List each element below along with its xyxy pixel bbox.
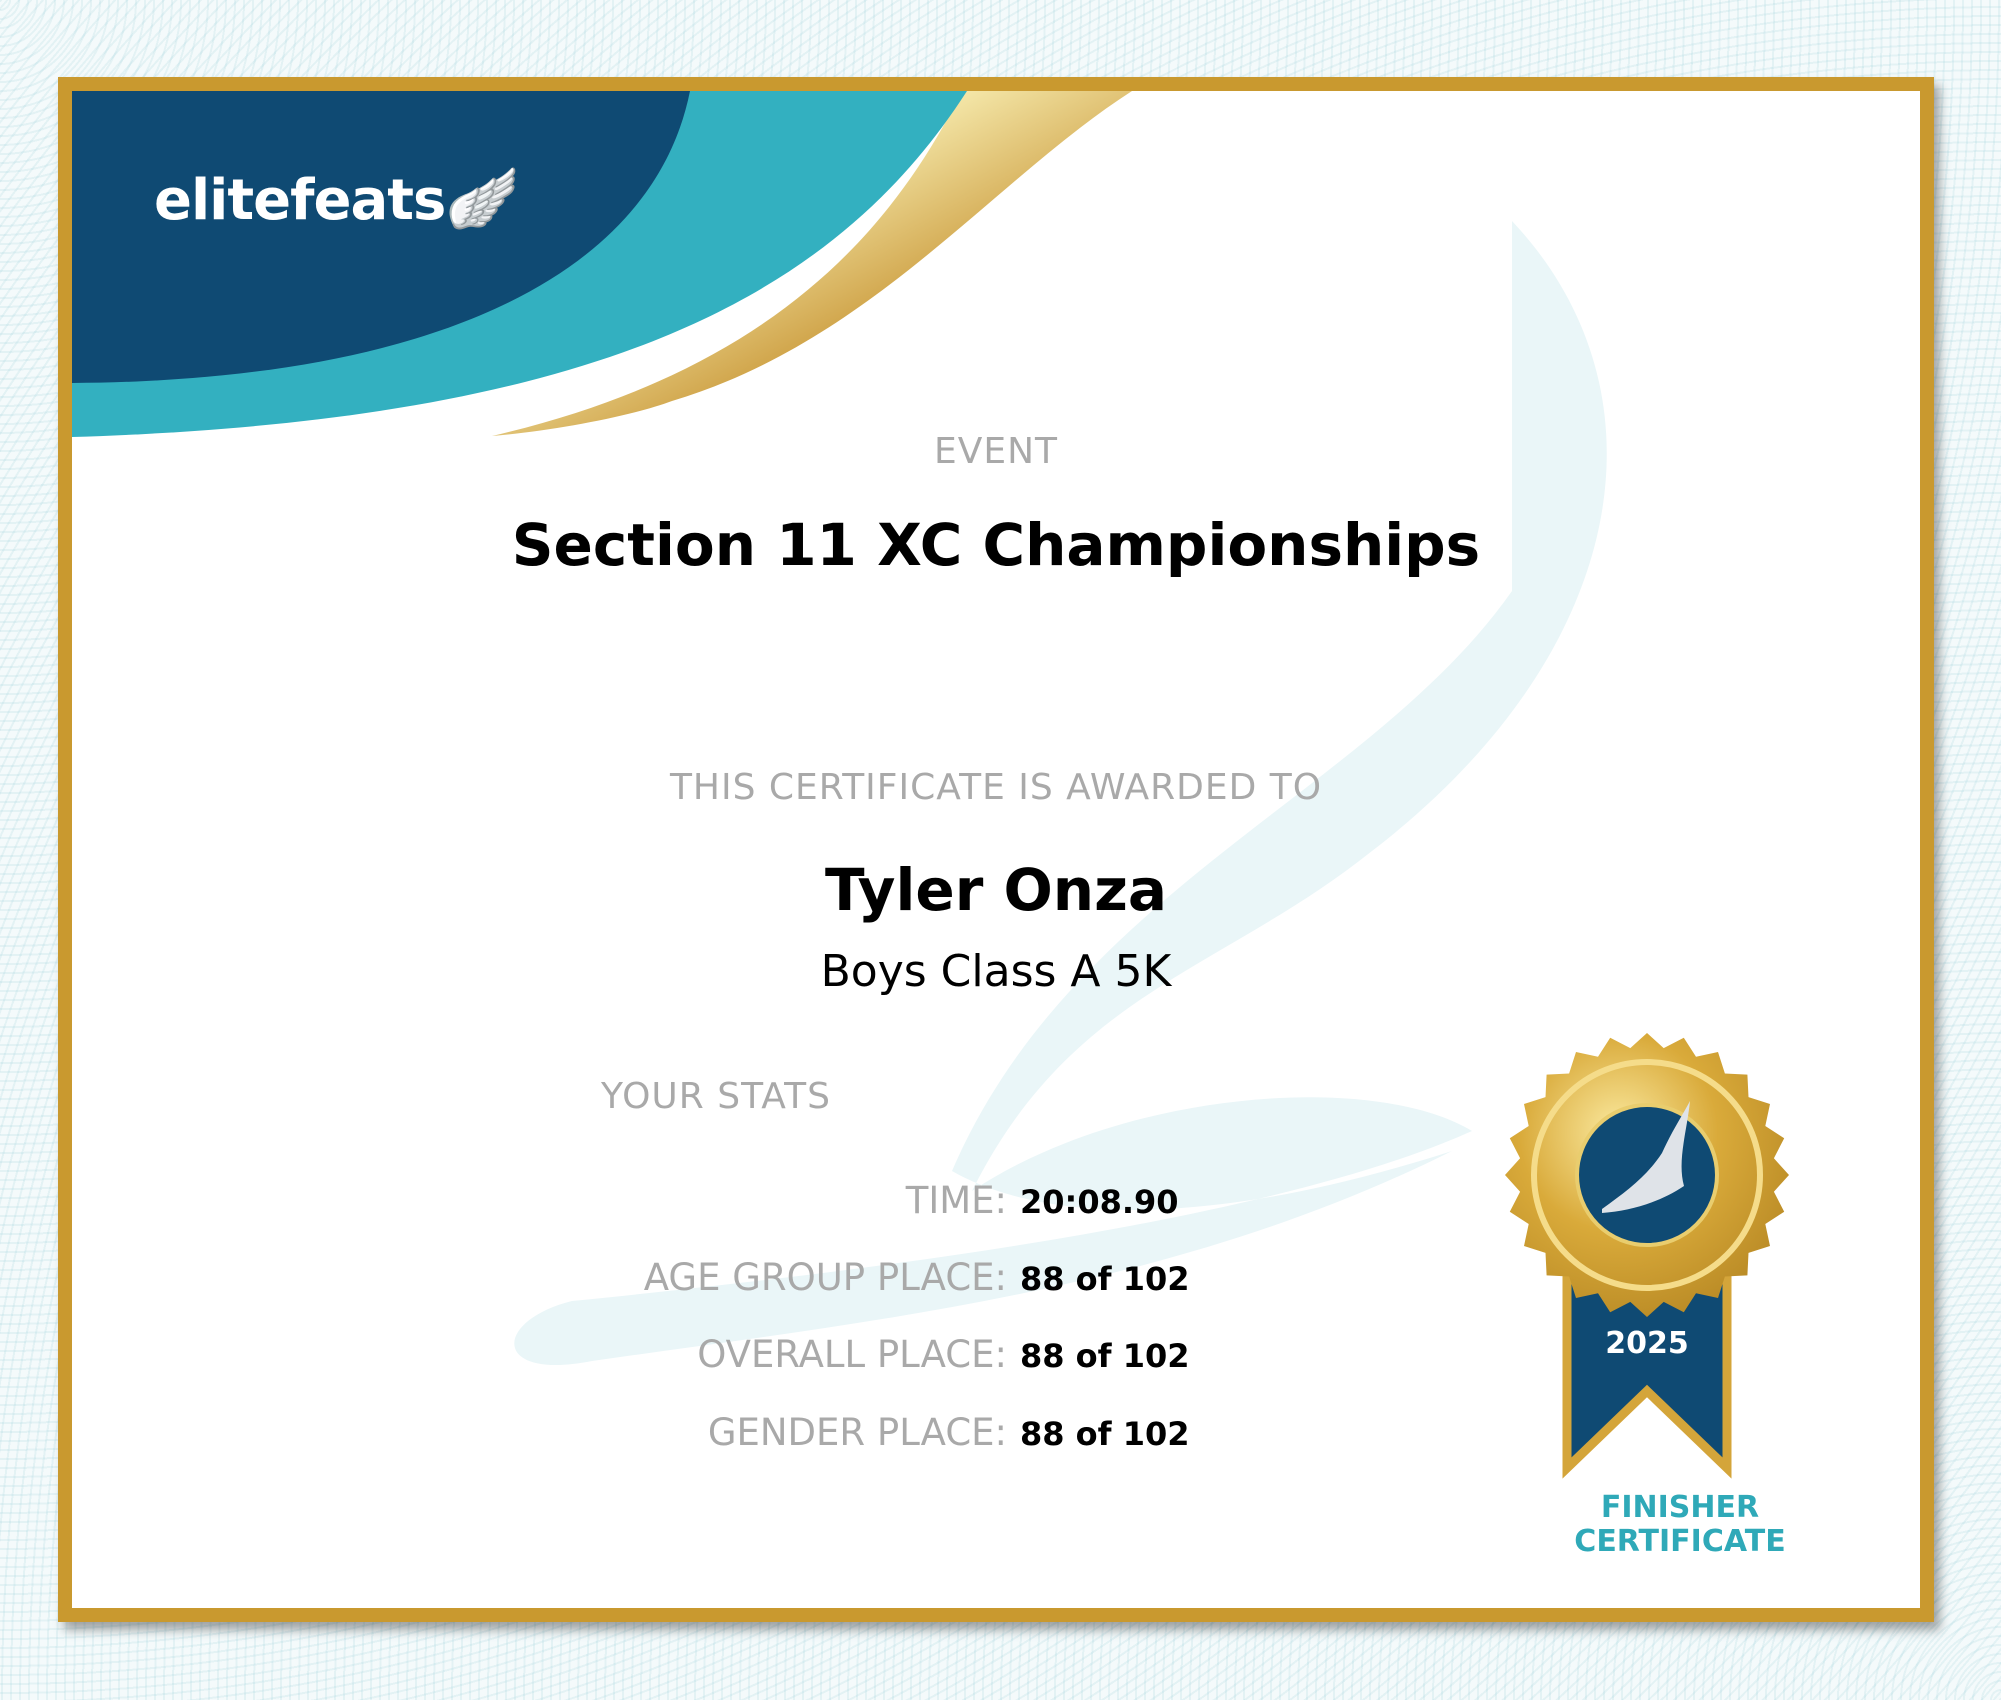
stat-overall-place: OVERALL PLACE: 88 of 102 [697, 1333, 1190, 1376]
certificate: elitefeats🪽 EVENT Section 11 XC Champion… [58, 77, 1934, 1622]
division: Boys Class A 5K [820, 946, 1172, 997]
header-decoration [72, 91, 1607, 1366]
badge-line1: FINISHER [1600, 1490, 1760, 1525]
athlete-name: Tyler Onza [825, 856, 1167, 924]
stat-gender-place: GENDER PLACE: 88 of 102 [707, 1411, 1190, 1454]
stat-time: TIME: 20:08.90 [905, 1179, 1179, 1222]
stats-label: YOUR STATS [601, 1076, 831, 1117]
event-label: EVENT [933, 431, 1059, 472]
navy-swoosh [72, 91, 690, 383]
watermark-wing [514, 221, 1607, 1366]
badge-line2: CERTIFICATE [1574, 1524, 1786, 1559]
event-name: Section 11 XC Championships [511, 511, 1481, 579]
elitefeats-logo: elitefeats🪽 [154, 164, 520, 234]
stat-age-group-place: AGE GROUP PLACE: 88 of 102 [643, 1256, 1190, 1299]
winged-foot-icon: 🪽 [445, 164, 520, 234]
awarded-to-label: THIS CERTIFICATE IS AWARDED TO [669, 767, 1323, 808]
gold-swoosh [492, 91, 1132, 436]
